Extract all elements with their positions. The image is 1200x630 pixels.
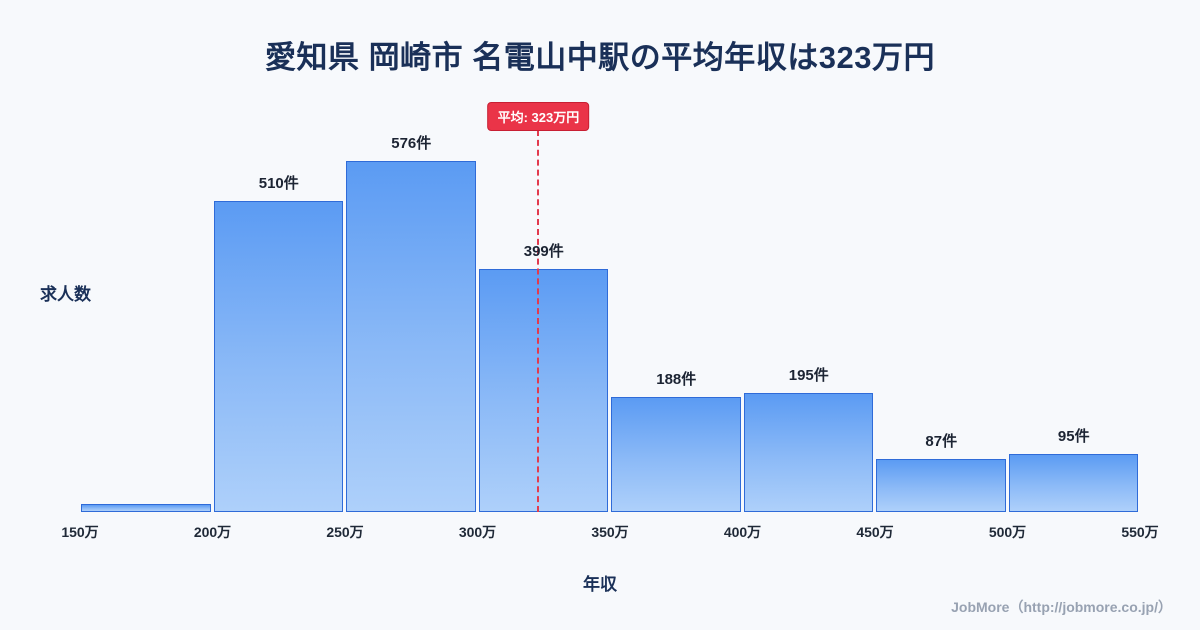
histogram-bar [611, 397, 741, 512]
x-tick-label: 500万 [988, 524, 1027, 540]
bar-count-label: 87件 [925, 433, 958, 450]
x-axis-label: 年収 [583, 575, 617, 594]
histogram-bar [213, 201, 343, 512]
histogram-bar [81, 504, 211, 512]
x-tick-label: 250万 [326, 524, 364, 540]
bar-count-label: 95件 [1057, 428, 1090, 445]
histogram-bar [743, 393, 873, 512]
y-axis-label: 求人数 [40, 285, 91, 304]
histogram-bar [876, 459, 1006, 512]
x-tick-label: 200万 [193, 524, 232, 540]
x-tick-label: 150万 [61, 524, 99, 540]
histogram-bar [478, 269, 608, 512]
bar-count-label: 399件 [523, 243, 564, 260]
average-line [537, 130, 540, 512]
histogram-plot: 510件 576件 399件 188件 195件 87件 95件 150万 200万 250万 30… [61, 100, 1159, 540]
histogram-bar [346, 161, 476, 512]
x-tick-label: 400万 [723, 524, 762, 540]
bar-count-label: 576件 [391, 135, 432, 152]
histogram-bar [1008, 454, 1138, 512]
bar-count-label: 188件 [656, 371, 697, 388]
average-badge: 平均: 323万円 [487, 102, 590, 131]
x-tick-label: 450万 [856, 524, 894, 540]
page-title: 愛知県 岡崎市 名電山中駅の平均年収は323万円 [265, 40, 935, 75]
footer-credit: JobMore（http://jobmore.co.jp/） [951, 599, 1172, 615]
bar-count-label: 510件 [258, 175, 299, 192]
x-tick-label: 550万 [1121, 524, 1159, 540]
bar-count-label: 195件 [788, 367, 829, 384]
x-tick-label: 350万 [591, 524, 629, 540]
x-tick-label: 300万 [458, 524, 497, 540]
